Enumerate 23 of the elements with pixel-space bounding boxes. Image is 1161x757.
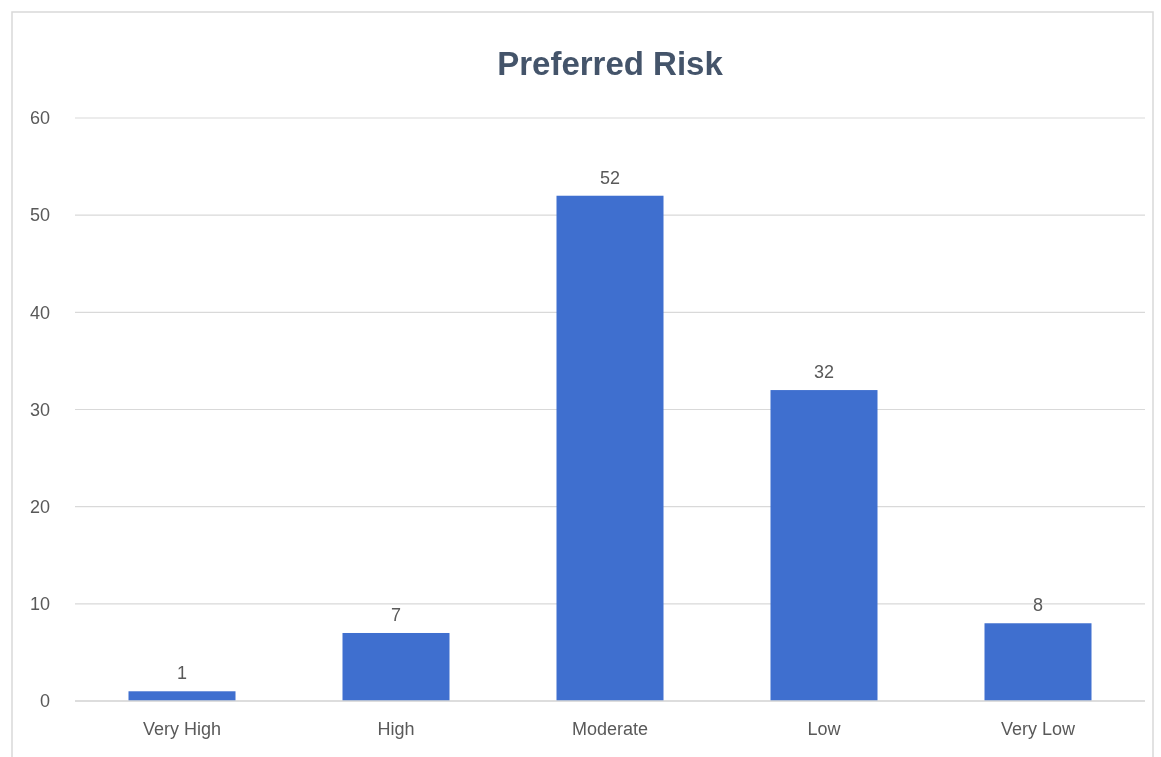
data-label: 1 — [176, 663, 188, 684]
x-tick-label: Very High — [142, 719, 222, 739]
bar — [984, 623, 1092, 701]
data-label: 52 — [599, 167, 621, 188]
data-label: 8 — [1032, 595, 1044, 616]
y-tick-label: 30 — [29, 399, 50, 420]
x-tick-label: Low — [807, 719, 842, 739]
x-tick-label: Moderate — [571, 719, 649, 739]
bar — [128, 691, 236, 701]
y-tick-label: 0 — [39, 691, 50, 712]
y-tick-label: 10 — [29, 594, 50, 615]
chart-title: Preferred Risk — [497, 45, 724, 82]
x-tick-label: High — [377, 719, 415, 739]
y-tick-label: 60 — [29, 108, 50, 129]
bar — [342, 632, 450, 701]
x-tick-label: Very Low — [1000, 719, 1077, 739]
y-tick-label: 20 — [29, 496, 50, 517]
y-tick-label: 40 — [29, 302, 50, 323]
bar — [770, 390, 878, 701]
data-label: 32 — [813, 362, 835, 383]
bar — [556, 195, 664, 701]
data-label: 7 — [390, 604, 402, 625]
y-tick-label: 50 — [29, 205, 50, 226]
